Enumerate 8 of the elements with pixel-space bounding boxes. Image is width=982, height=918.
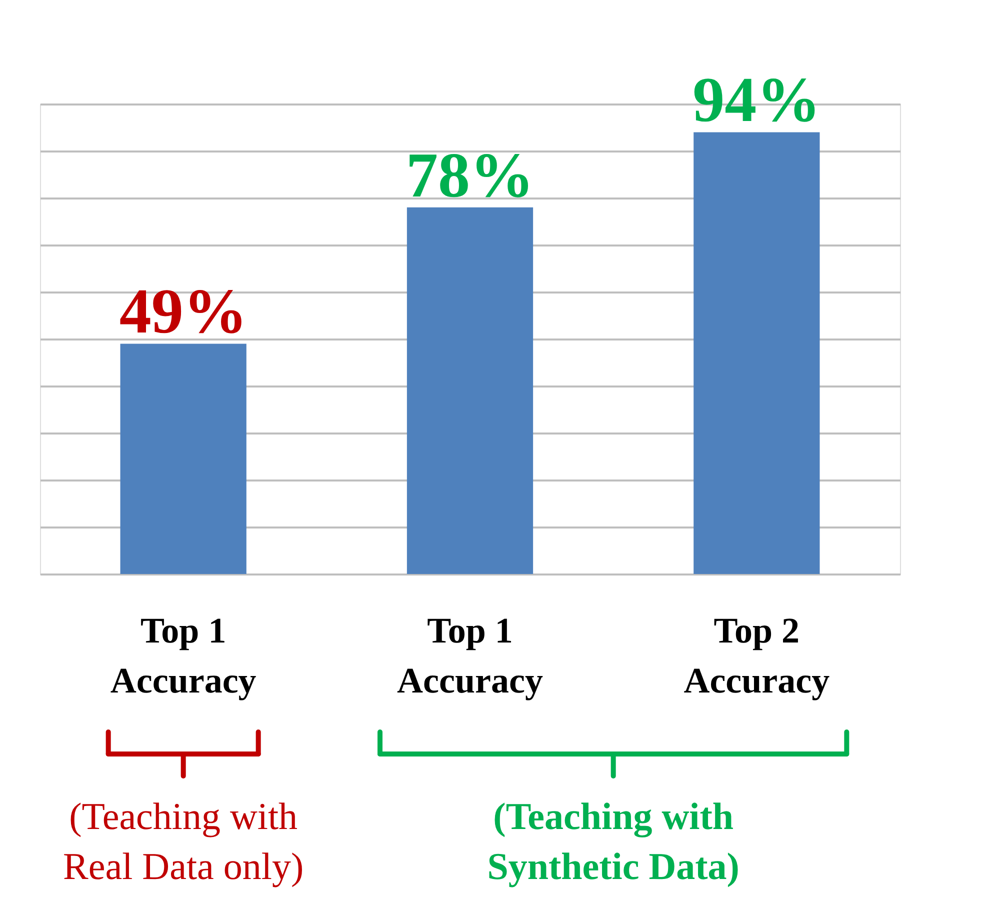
x-tick-label: Top 1 Accuracy — [397, 610, 543, 700]
data-label: 49% — [119, 276, 248, 347]
x-tick-label: Top 2 Accuracy — [684, 610, 830, 700]
data-label: 78% — [406, 139, 534, 210]
x-tick-label: Top 1 Accuracy — [110, 610, 256, 700]
text: (Teaching with Synthetic Data) — [487, 796, 740, 888]
text: (Teaching with Real Data only) — [63, 796, 304, 888]
data-label: 94% — [692, 64, 821, 136]
